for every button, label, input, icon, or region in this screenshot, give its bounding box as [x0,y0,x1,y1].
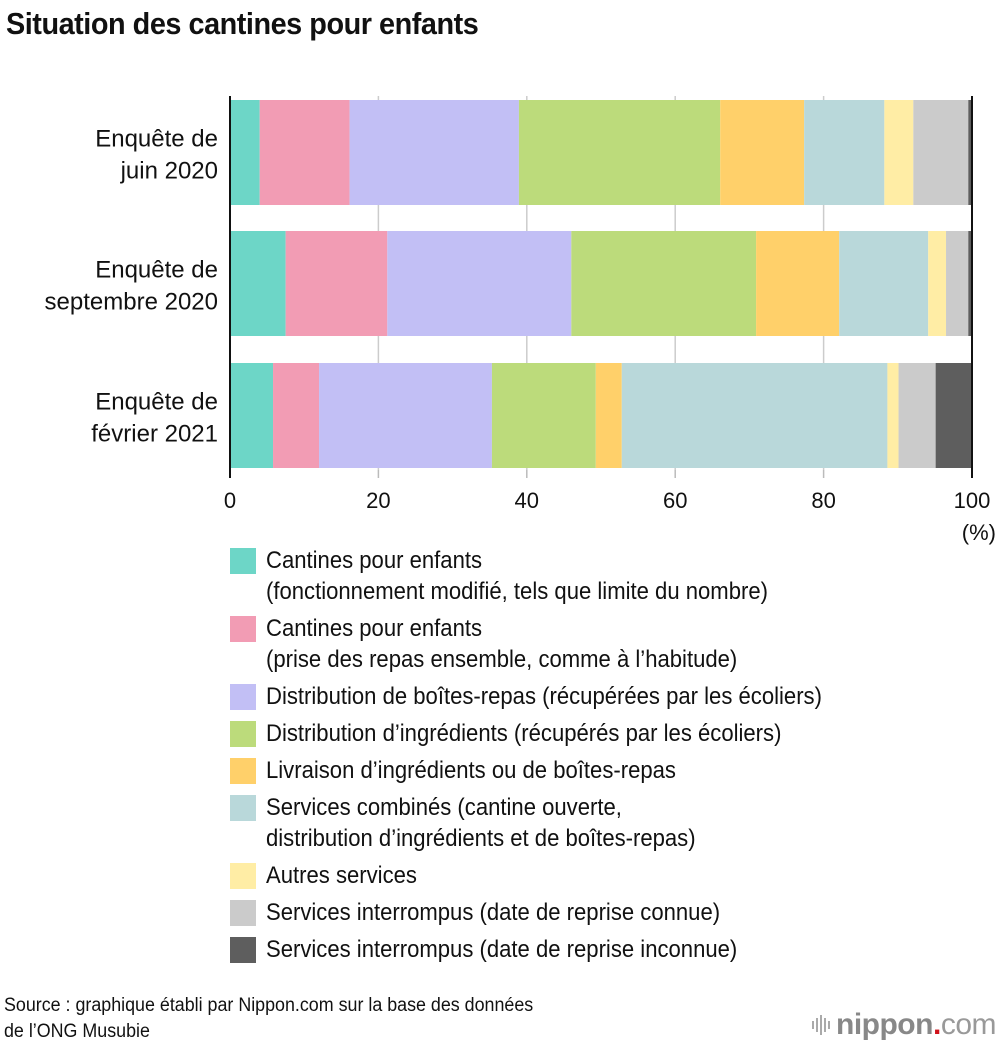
bar-segment [756,231,840,336]
bar-segment [285,231,388,336]
legend-label: Cantines pour enfants (fonctionnement mo… [266,547,768,605]
legend-item: Services interrompus (date de reprise co… [230,897,870,928]
bar-segment [491,363,596,468]
bar-segment [884,100,914,205]
category-label: juin 2020 [120,158,218,185]
bar-segment [230,231,286,336]
bar-segment [571,231,757,336]
bar-segment [621,363,888,468]
legend-item: Services interrompus (date de reprise in… [230,934,870,965]
category-label: Enquête de [95,389,218,416]
bar-segment [230,363,274,468]
bar-segment [935,363,972,468]
stacked-bar-chart: 0 20 40 60 80 100 (%) Enquête de juin 2020 Enquêt… [45,96,996,545]
category-label: février 2021 [91,421,218,448]
legend-label: Autres services [266,862,417,889]
legend-swatch [230,863,256,889]
legend-label: Livraison d’ingrédients ou de boîtes-rep… [266,757,676,784]
logo-text: nippon.com [836,1008,997,1042]
x-tick-label: 100 [954,488,991,513]
logo-dot: . [932,1008,941,1041]
bar-segment [387,231,572,336]
x-axis-unit: (%) [962,520,996,545]
x-tick-label: 40 [515,488,539,513]
legend-swatch [230,900,256,926]
x-tick-label: 80 [811,488,835,513]
bar-segment [898,363,936,468]
category-label: Enquête de [95,257,218,284]
x-tick-label: 20 [366,488,390,513]
legend-item: Autres services [230,860,870,891]
legend-item: Livraison d’ingrédients ou de boîtes-rep… [230,755,870,786]
legend-swatch [230,721,256,747]
legend-label: Services interrompus (date de reprise co… [266,899,721,926]
legend-swatch [230,548,256,574]
bar-segment [968,100,972,205]
bar-segment [349,100,519,205]
legend-swatch [230,684,256,710]
logo-soundwave-icon [812,1015,830,1035]
bar-segment [928,231,947,336]
x-tick-label: 0 [224,488,236,513]
legend-label: Distribution de boîtes-repas (récupérées… [266,683,822,710]
x-tick-label: 60 [663,488,687,513]
category-label: septembre 2020 [45,289,218,316]
legend-label: Cantines pour enfants (prise des repas e… [266,615,738,673]
bar-segment [968,231,972,336]
bar-segment [259,100,350,205]
bar-segment [913,100,969,205]
bar-segment [273,363,320,468]
legend-item: Cantines pour enfants (prise des repas e… [230,613,870,675]
legend-swatch [230,616,256,642]
legend-swatch [230,795,256,821]
legend-label: Services interrompus (date de reprise in… [266,936,738,963]
bar-segment [887,363,899,468]
legend-item: Distribution d’ingrédients (récupérés pa… [230,718,870,749]
legend-item: Distribution de boîtes-repas (récupérées… [230,681,870,712]
bar-segment [804,100,885,205]
bar-segment [319,363,492,468]
logo-main: nippon [836,1008,933,1041]
legend-swatch [230,937,256,963]
nippon-logo: nippon.com [812,1008,997,1042]
source-note: Source : graphique établi par Nippon.com… [4,995,534,1042]
legend-item: Services combinés (cantine ouverte, dist… [230,792,870,854]
bar-segment [230,100,260,205]
legend-label: Distribution d’ingrédients (récupérés pa… [266,720,782,747]
bar-segment [595,363,622,468]
bar-segment [946,231,969,336]
bar-segment [720,100,805,205]
legend-swatch [230,758,256,784]
chart-legend: Cantines pour enfants (fonctionnement mo… [230,545,870,971]
legend-item: Cantines pour enfants (fonctionnement mo… [230,545,870,607]
logo-suffix: com [940,1008,997,1041]
bar-segment [518,100,721,205]
chart-title: Situation des cantines pour enfants [6,6,479,41]
bar-segment [839,231,929,336]
legend-label: Services combinés (cantine ouverte, dist… [266,794,696,852]
category-label: Enquête de [95,126,218,153]
